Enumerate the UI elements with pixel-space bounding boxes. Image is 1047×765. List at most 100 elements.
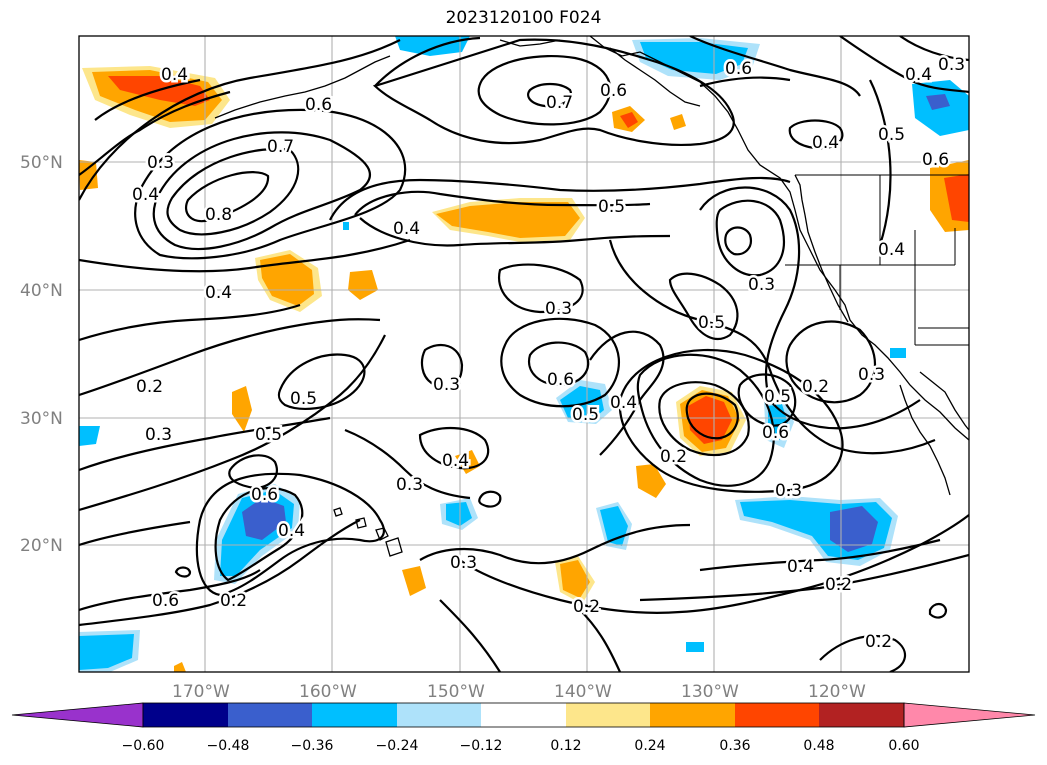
contour-0.7-north-low [527,82,573,108]
contour-0.2-west-34n [79,303,301,342]
contour-0.8-west [184,171,270,223]
contour-label-gulf-alaska: 0.4 [161,65,188,85]
lat-label-50n: 50°N [20,153,63,173]
contour-label-bc-offshore: 0.4 [812,133,839,153]
shade-positive-south-west [402,566,426,596]
colorbar-segment [819,703,904,727]
contour-0.2-ca-offshore [785,320,877,404]
contour-0.5-central-low [500,317,620,408]
contour-label-ca-offshore: 0.5 [764,387,791,407]
shade-positive-bc [670,114,686,130]
shade-negative-central-low-core [560,386,604,420]
contour-0.3-central-32n [420,343,464,388]
contour-0.4-hawaii-west [195,472,385,597]
us-west-coastline [794,174,849,323]
contour-0.4-oregon-outer [608,239,936,455]
colorbar-tick-label: −0.60 [122,738,165,754]
shade-positive-west-50n [79,160,98,190]
contour-0.4-central [589,330,665,456]
contour-0.6-sw [79,569,261,612]
shade-positive-40n-west-core [260,254,314,306]
colorbar-tick-label: 0.12 [550,738,581,754]
shade-negative-44n-dot [343,222,349,230]
contour-label-mid-45n: 0.4 [393,219,420,239]
contour-0.5-ca-offshore [737,373,797,427]
colorbar-segment [735,703,819,727]
shade-positive-32n-west [232,386,252,432]
lat-label-30n: 30°N [20,409,63,429]
contour-0.5-mid [329,176,791,221]
contour-label-nw-40n: 0.4 [205,283,232,303]
contour-label-east-46n: 0.5 [598,197,625,217]
contour-0.3-west [79,78,231,176]
map-title: 2023120100 F024 [445,8,602,28]
contour-0.4-east-low-inner [658,381,750,457]
colorbar-tick-label: −0.48 [207,738,250,754]
colorbar-segment [481,703,566,727]
contour-label-central-38n: 0.3 [545,299,572,319]
contour-0.3-west-29n [79,334,386,512]
contour-0.4-se-18n [699,538,941,572]
baja-coastline [899,371,969,496]
contour-label-north-low-outer: 0.6 [600,81,627,101]
shade-positive-ne-corner-core [944,174,969,222]
contour-0.6-hawaii-west [214,487,304,582]
contour-0.5-west-32n [277,353,366,410]
contour-0.4-mid-south [359,217,671,247]
contour-0.5-east-low-inner [685,392,739,440]
us-state-borders [785,175,969,346]
lon-label-120w: 120°W [808,682,866,702]
contour-0.3-south-center [419,523,691,565]
contour-label-south-central-b: 0.2 [573,597,600,617]
lon-label-130w: 130°W [681,682,739,702]
colorbar-segment [566,703,650,727]
contour-0.3-west-31n [79,318,381,397]
contour-lines [79,36,969,672]
contour-label-west-50n: 0.3 [147,153,174,173]
colorbar-tick-label: −0.24 [376,738,419,754]
contour-0.5-west [134,108,407,260]
colorbar-segment [143,703,228,727]
aleutian-islands [214,55,391,119]
lat-label-20n: 20°N [20,536,63,556]
contour-small-ring-3 [928,602,948,619]
contour-0.3-central-26n [344,428,471,500]
colorbar-tick-label: 0.36 [719,738,750,754]
map-area [79,36,969,672]
colorbar-tick-label: 0.48 [803,738,834,754]
contour-0.5-north [372,36,735,146]
shade-negative-baja-peak [830,506,878,552]
contour-label-se-corner: 0.2 [865,632,892,652]
contour-label-hawaii-west: 0.6 [251,485,278,505]
contour-label-east-low: 0.4 [610,393,637,413]
shade-negative-ca-coast [890,348,906,358]
shade-positive-mid-45n-core [436,202,580,238]
colorbar-segment [228,703,312,727]
shade-negative-west-30n [79,426,100,446]
contour-0.4-west [79,39,411,273]
contour-0.5-oregon-inner [724,226,752,256]
shade-negative-ne-core [926,94,950,110]
contour-label-central-32n: 0.3 [433,375,460,395]
contour-0.2-sw [79,519,361,627]
contour-label-sw: 0.6 [152,591,179,611]
contour-label-west-48n: 0.4 [132,185,159,205]
contour-label-north-low: 0.7 [546,93,573,113]
shade-positive-north-small-core [620,112,638,128]
shade-positive-center-south [636,464,666,498]
shade-positive-southwest-small [174,662,186,672]
contour-label-west-29n-b: 0.5 [255,425,282,445]
shade-positive-40n-small [348,270,378,300]
contour-label-central-26n: 0.3 [396,475,423,495]
contour-small-ring-1 [478,490,502,508]
colorbar-segment [650,703,735,727]
contour-label-se-17n: 0.2 [825,575,852,595]
colorbar-segment [397,703,481,727]
contour-label-sw-b: 0.2 [220,591,247,611]
contour-labels: 0.4 0.6 0.7 0.6 0.6 0.4 0.3 0.5 0.6 0.4 … [130,53,968,655]
longitude-labels: 170°W 160°W 150°W 140°W 130°W 120°W [172,682,866,702]
contour-0.2-se-corner [819,635,906,672]
lon-label-140w: 140°W [554,682,612,702]
shade-negative-south-center-core [446,502,472,526]
contour-label-central-27n: 0.4 [442,451,469,471]
